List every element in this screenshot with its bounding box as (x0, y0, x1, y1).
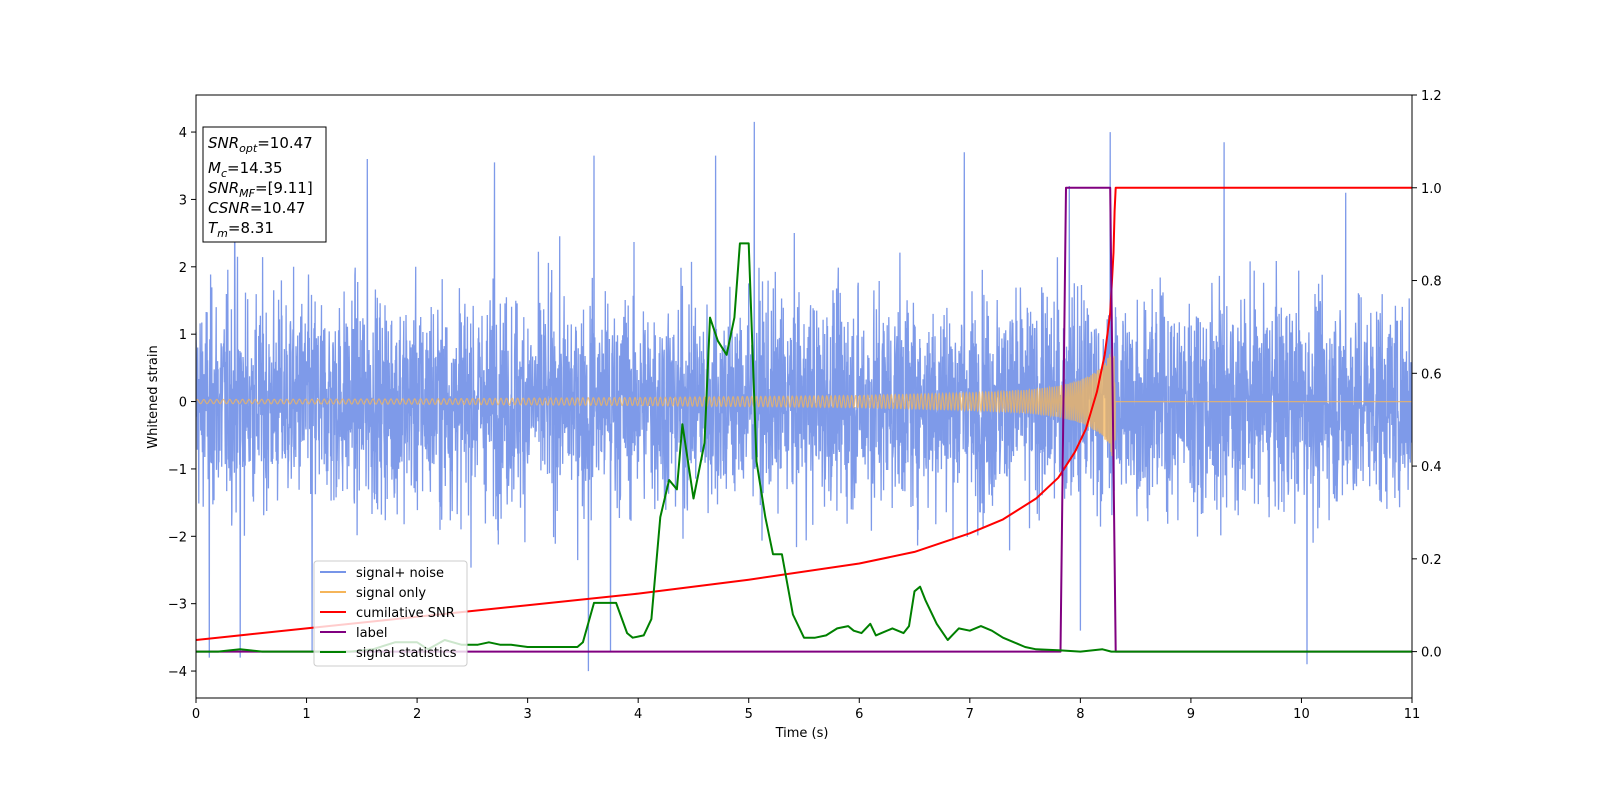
y-axis-left: −4 −3 −2 −1 0 1 2 3 4 (168, 126, 196, 680)
info-csnr: CSNR=10.47 (208, 199, 305, 217)
legend: signal+ noise signal only cumilative SNR… (313, 560, 468, 667)
x-tick-label: 4 (634, 707, 642, 722)
info-tm: Tm=8.31 (208, 219, 274, 240)
y-tick-label: 0 (179, 396, 187, 411)
x-tick-label: 3 (523, 707, 531, 722)
y-axis-right: 0.0 0.2 0.4 0.6 0.8 1.0 1.2 (1412, 89, 1442, 661)
y-tick-label: −1 (168, 463, 187, 478)
x-tick-label: 8 (1076, 707, 1084, 722)
y-axis-label: Whitened strain (146, 345, 161, 448)
x-tick-label: 1 (302, 707, 310, 722)
y-tick-label: 4 (179, 126, 187, 141)
series-signal-only (196, 347, 1412, 465)
info-snr-opt: SNRopt=10.47 (208, 134, 313, 155)
legend-label-label: label (356, 626, 387, 641)
y-tick-label: 1 (179, 328, 187, 343)
y-tick-label: −4 (168, 665, 187, 680)
info-snr-mf: SNRMF=[9.11] (208, 179, 313, 200)
axes-frame (195, 94, 1413, 699)
x-tick-label: 11 (1404, 707, 1421, 722)
y2-tick-label: 0.2 (1421, 553, 1442, 568)
x-tick-label: 2 (413, 707, 421, 722)
x-axis: 0 1 2 3 4 5 6 7 8 9 10 11 (192, 698, 1420, 722)
info-box: SNRopt=10.47 Mc=14.35 SNRMF=[9.11] CSNR=… (202, 126, 327, 243)
x-tick-label: 5 (745, 707, 753, 722)
info-mc: Mc=14.35 (208, 159, 283, 180)
y2-tick-label: 0.6 (1421, 367, 1442, 382)
legend-label-signal-noise: signal+ noise (356, 566, 444, 581)
x-tick-label: 6 (855, 707, 863, 722)
y-tick-label: 2 (179, 261, 187, 276)
y-tick-label: −2 (168, 530, 187, 545)
legend-label-signal-only: signal only (356, 586, 426, 601)
y-tick-label: 3 (179, 193, 187, 208)
y2-tick-label: 0.8 (1421, 275, 1442, 290)
x-axis-label: Time (s) (775, 726, 829, 741)
y-tick-label: −3 (168, 598, 187, 613)
legend-label-signal-statistics: signal statistics (356, 646, 457, 661)
x-tick-label: 0 (192, 707, 200, 722)
y2-tick-label: 0.0 (1421, 646, 1442, 661)
series-cumulative-snr (196, 186, 1412, 641)
x-tick-label: 10 (1293, 707, 1310, 722)
y2-tick-label: 1.0 (1421, 182, 1442, 197)
series-signal-noise (196, 121, 1412, 672)
legend-frame (313, 560, 468, 667)
y2-tick-label: 1.2 (1421, 89, 1442, 104)
x-tick-label: 9 (1187, 707, 1195, 722)
y2-tick-label: 0.4 (1421, 460, 1442, 475)
x-tick-label: 7 (966, 707, 974, 722)
legend-label-cumulative-snr: cumilative SNR (356, 606, 455, 621)
info-box-frame (202, 126, 327, 243)
